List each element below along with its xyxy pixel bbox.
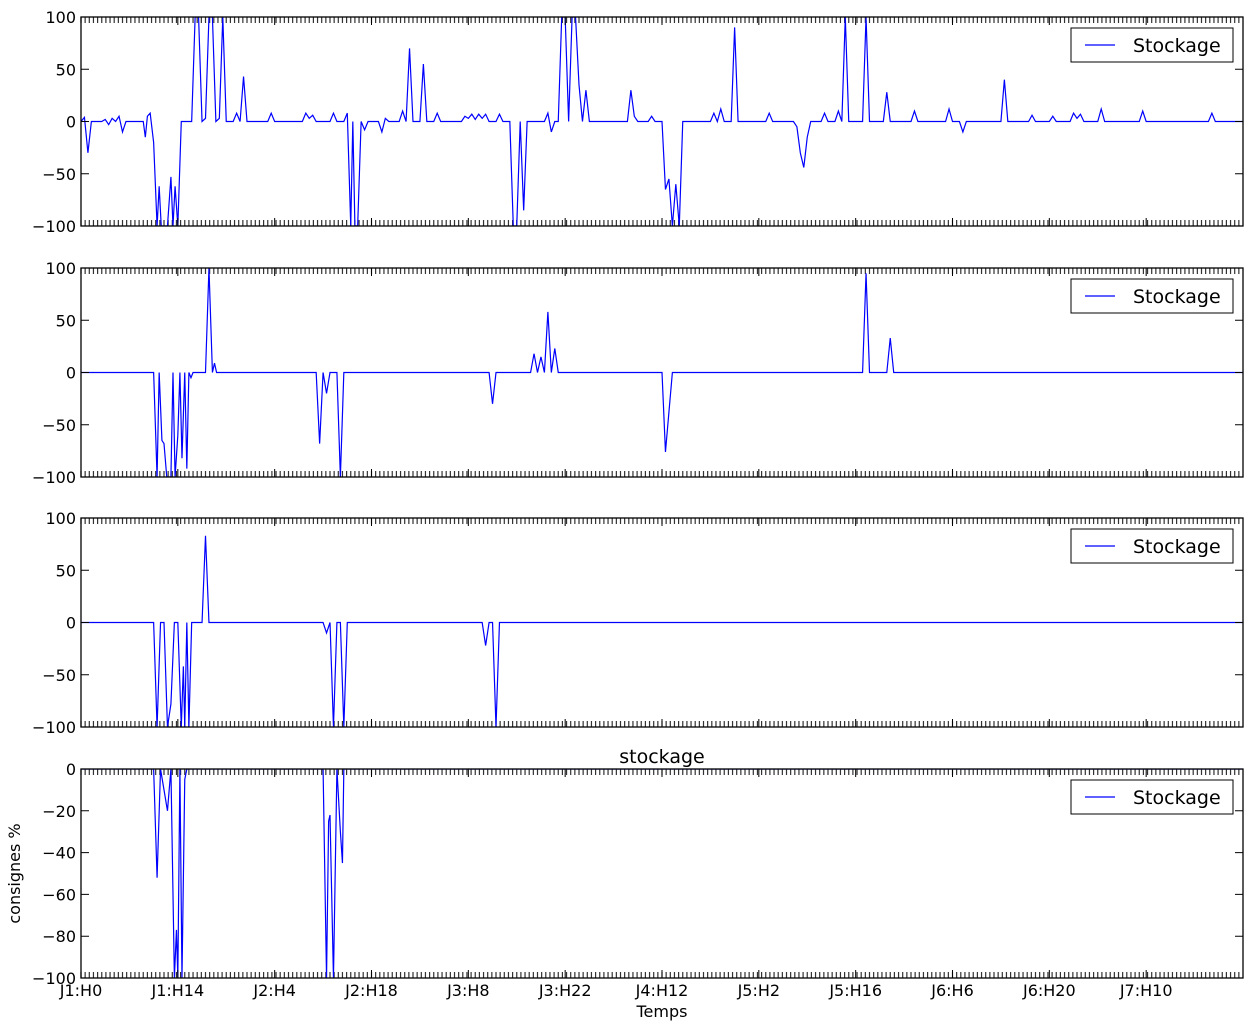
legend: Stockage xyxy=(1070,779,1234,815)
x-tick-label: J6:H6 xyxy=(930,981,974,1000)
x-tick-label: J6:H20 xyxy=(1022,981,1076,1000)
chart-panel-2: 100 50 0 −50 −100 Stockage xyxy=(32,259,1244,487)
y-tick-label: 0 xyxy=(66,760,76,779)
y-tick-label: 100 xyxy=(45,8,76,27)
y-tick-label: −100 xyxy=(32,217,76,236)
plot-title: stockage xyxy=(619,746,704,768)
x-tick-label: J3:H8 xyxy=(446,981,490,1000)
legend-label: Stockage xyxy=(1133,286,1221,308)
x-tick-label: J2:H4 xyxy=(252,981,296,1000)
y-tick-label: −20 xyxy=(42,802,76,821)
series-line-stockage xyxy=(81,268,1243,477)
y-tick-label: 0 xyxy=(66,113,76,132)
y-tick-label: 100 xyxy=(45,509,76,528)
y-tick-label: −100 xyxy=(32,468,76,487)
y-tick-label: 50 xyxy=(56,60,76,79)
legend: Stockage xyxy=(1070,528,1234,564)
x-tick-label: J5:H2 xyxy=(737,981,781,1000)
legend: Stockage xyxy=(1070,27,1234,63)
y-tick-label: −50 xyxy=(42,165,76,184)
y-tick-label: −40 xyxy=(42,844,76,863)
y-tick-label: 50 xyxy=(56,561,76,580)
legend-label: Stockage xyxy=(1133,787,1221,809)
x-tick-label: J4:H12 xyxy=(635,981,689,1000)
y-tick-label: −50 xyxy=(42,666,76,685)
x-axis-label: Temps xyxy=(636,1002,688,1021)
legend-label: Stockage xyxy=(1133,35,1221,57)
x-tick-label: J5:H16 xyxy=(828,981,882,1000)
y-tick-label: −80 xyxy=(42,927,76,946)
legend-label: Stockage xyxy=(1133,536,1221,558)
y-tick-label: 0 xyxy=(66,364,76,383)
series-line-stockage xyxy=(81,535,1243,727)
x-tick-label: J7:H10 xyxy=(1119,981,1173,1000)
chart-panel-3: 100 50 0 −50 −100 Stockage xyxy=(32,509,1244,737)
y-axis-label: consignes % xyxy=(5,823,24,923)
x-tick-label: J1:H14 xyxy=(150,981,204,1000)
x-tick-label: J1:H0 xyxy=(59,981,103,1000)
series-line-stockage xyxy=(81,769,1243,978)
legend: Stockage xyxy=(1070,278,1234,314)
y-tick-label: −60 xyxy=(42,885,76,904)
y-tick-label: 100 xyxy=(45,259,76,278)
y-tick-label: 50 xyxy=(56,311,76,330)
chart-panel-1: 100 50 0 −50 −100 Stockage xyxy=(32,8,1244,236)
chart-panel-4: 0 −20 −40 −60 −80 −100 stockage consignes % Stoc… xyxy=(5,746,1244,988)
y-tick-label: 0 xyxy=(66,614,76,633)
x-tick-label: J3:H22 xyxy=(538,981,592,1000)
y-tick-label: −50 xyxy=(42,416,76,435)
x-tick-label: J2:H18 xyxy=(344,981,398,1000)
y-tick-label: −100 xyxy=(32,718,76,737)
series-line-stockage xyxy=(81,17,1243,226)
y-tick-label: −100 xyxy=(32,969,76,988)
